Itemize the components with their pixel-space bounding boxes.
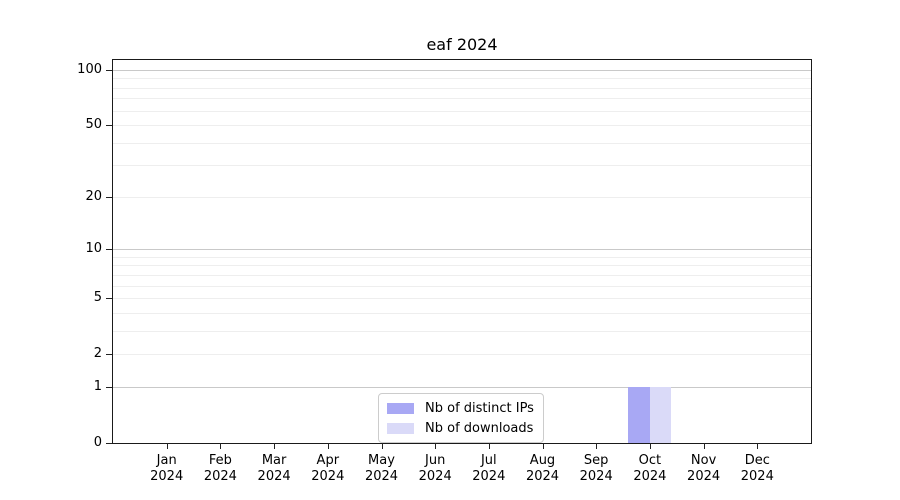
x-tick-label: Sep 2024 <box>579 453 613 484</box>
gridline-minor <box>113 265 811 267</box>
chart-title: eaf 2024 <box>426 35 498 54</box>
y-tick <box>106 249 112 251</box>
x-tick-label: Dec 2024 <box>740 453 774 484</box>
legend: Nb of distinct IPs Nb of downloads <box>378 393 544 443</box>
legend-swatch-downloads <box>387 422 414 434</box>
x-tick <box>166 443 168 449</box>
y-tick-label: 20 <box>85 188 102 204</box>
x-tick-label: May 2024 <box>364 453 399 484</box>
y-tick <box>106 443 112 444</box>
y-tick <box>106 298 112 300</box>
gridline-minor <box>113 196 811 198</box>
gridline-minor <box>113 165 811 167</box>
x-tick <box>649 443 651 449</box>
gridline-minor <box>113 78 811 80</box>
x-tick <box>274 443 276 449</box>
gridline-minor <box>113 274 811 276</box>
y-tick-label: 5 <box>93 290 102 306</box>
x-tick <box>381 443 383 449</box>
x-tick-label: Mar 2024 <box>257 453 291 484</box>
x-tick-label: Jan 2024 <box>150 453 184 484</box>
x-tick-label: Feb 2024 <box>203 453 237 484</box>
gridline-minor <box>113 298 811 300</box>
gridline-minor <box>113 330 811 332</box>
gridline-minor <box>113 125 811 126</box>
y-tick <box>106 69 112 71</box>
x-tick-label: Aug 2024 <box>525 453 560 484</box>
x-tick <box>596 443 598 449</box>
y-tick <box>106 196 112 198</box>
gridline-minor <box>113 110 811 112</box>
x-tick-label: Oct 2024 <box>633 453 667 484</box>
x-tick <box>757 443 759 449</box>
bar-distinct-ips <box>628 386 650 443</box>
y-tick-label: 100 <box>77 61 102 77</box>
x-tick <box>542 443 544 449</box>
y-tick <box>106 386 112 388</box>
x-tick-label: Jul 2024 <box>472 453 506 484</box>
gridline-minor <box>113 354 811 356</box>
x-tick <box>220 443 222 449</box>
plot-area: Nb of distinct IPs Nb of downloads <box>112 59 812 444</box>
y-tick-label: 50 <box>85 117 102 132</box>
gridline-minor <box>113 87 811 89</box>
x-tick-label: Nov 2024 <box>687 453 721 484</box>
x-tick <box>327 443 329 449</box>
x-tick <box>435 443 437 449</box>
gridline-major <box>113 69 811 71</box>
gridline-minor <box>113 98 811 100</box>
x-tick <box>488 443 490 449</box>
y-tick-label: 2 <box>93 346 102 362</box>
gridline-minor <box>113 312 811 314</box>
y-tick-label: 1 <box>93 378 102 394</box>
y-tick-label: 0 <box>93 435 102 450</box>
gridline-major <box>113 249 811 251</box>
legend-label-downloads: Nb of downloads <box>425 420 534 436</box>
gridline-minor <box>113 142 811 144</box>
bar-downloads <box>649 386 672 443</box>
gridline-major <box>113 386 811 388</box>
legend-item-distinct-ips: Nb of distinct IPs <box>387 400 534 416</box>
legend-label-distinct-ips: Nb of distinct IPs <box>425 400 534 416</box>
x-tick-label: Jun 2024 <box>418 453 452 484</box>
y-tick-label: 10 <box>85 241 102 257</box>
gridline-minor <box>113 285 811 287</box>
x-tick-label: Apr 2024 <box>311 453 345 484</box>
x-tick <box>703 443 705 449</box>
legend-item-downloads: Nb of downloads <box>387 420 534 436</box>
y-tick <box>106 354 112 356</box>
legend-swatch-distinct-ips <box>387 402 414 414</box>
y-tick <box>106 125 112 126</box>
gridline-minor <box>113 256 811 258</box>
